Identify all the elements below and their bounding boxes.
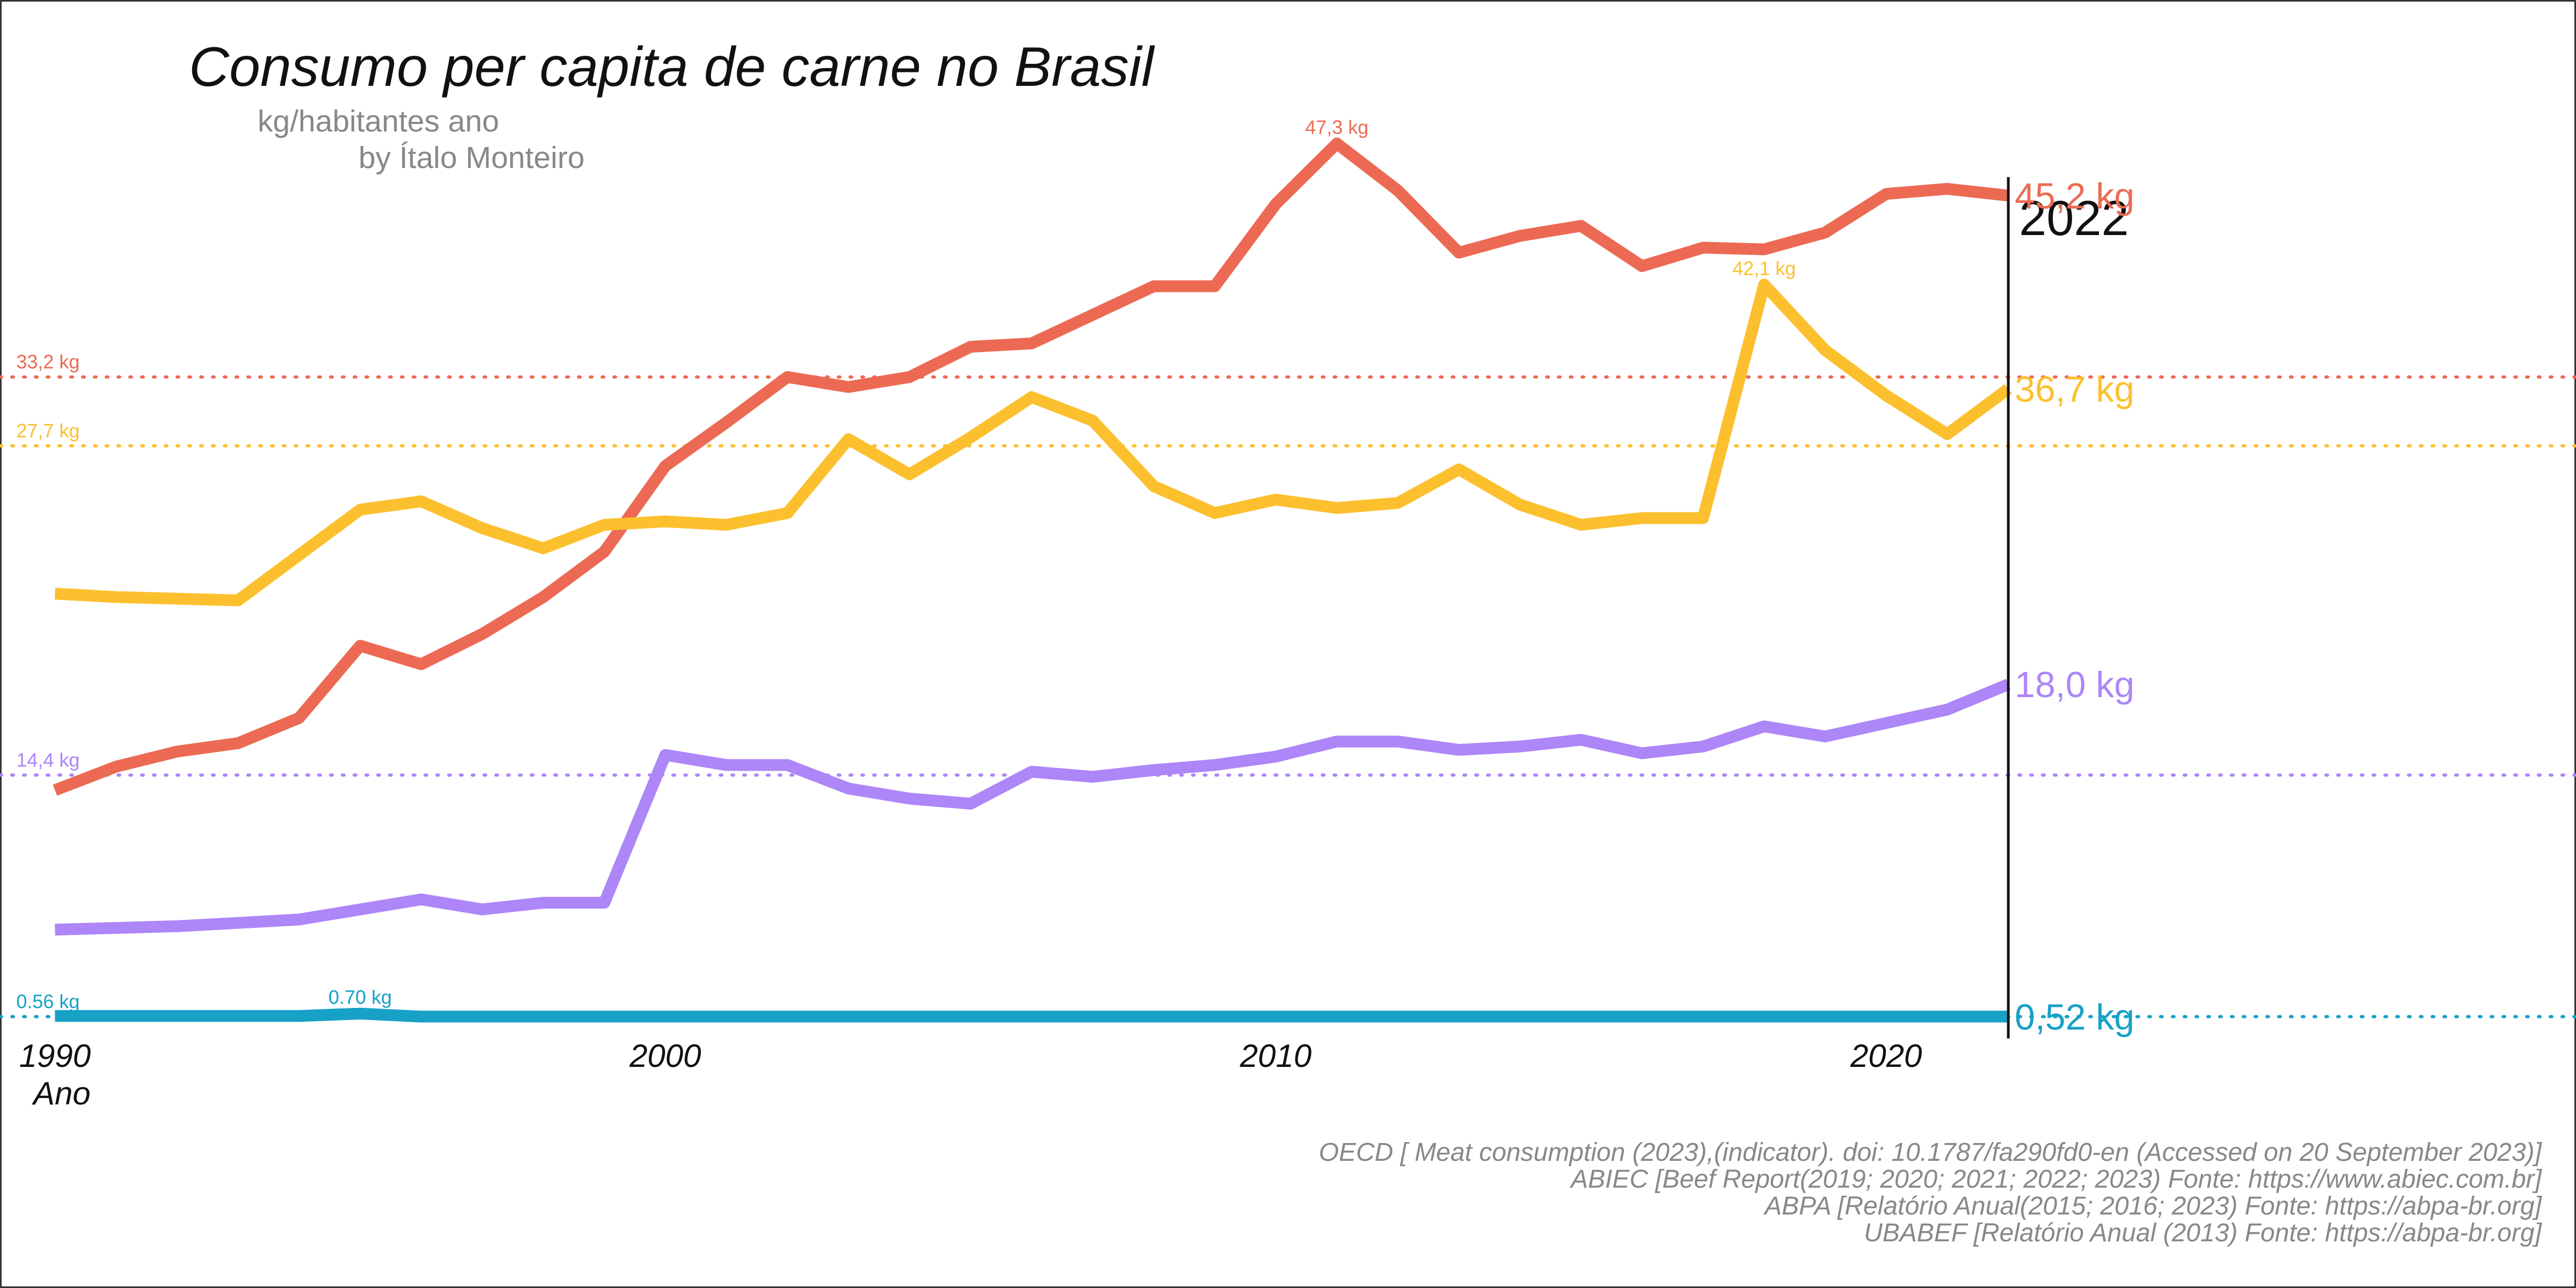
end-year-label: 2022 <box>2019 191 2129 246</box>
annotations: 47,3 kg 42,1 kg 0.70 kg <box>328 116 1796 1008</box>
series-line-0 <box>53 137 2009 796</box>
x-tick-label: 2020 <box>1850 1038 1922 1074</box>
sources: OECD [ Meat consumption (2023),(indicato… <box>1319 1138 2542 1247</box>
x-tick-label: 2000 <box>629 1038 701 1074</box>
reference-line-label: 0.56 kg <box>16 990 79 1012</box>
series-line-2 <box>55 679 2011 936</box>
end-value-label: 18,0 kg <box>2015 664 2134 705</box>
end-value-label: 0,52 kg <box>2015 997 2134 1037</box>
x-tick-label: 1990 <box>19 1038 91 1074</box>
end-value-label: 45,2 kg <box>2015 175 2134 216</box>
source-line: ABPA [Relatório Anual(2015; 2016; 2023) … <box>1763 1192 2543 1220</box>
series-lines <box>53 137 2012 1023</box>
series-line-1 <box>54 279 2012 606</box>
series-line-3 <box>55 1007 2009 1023</box>
reference-line-label: 27,7 kg <box>16 420 79 442</box>
reference-line-label: 33,2 kg <box>16 350 79 372</box>
chart-title: Consumo per capita de carne no Brasil <box>189 36 1155 98</box>
source-line: ABIEC [Beef Report(2019; 2020; 2021; 202… <box>1569 1165 2543 1194</box>
reference-line-label: 14,4 kg <box>16 749 79 771</box>
chart-subtitle: kg/habitantes ano <box>258 104 499 138</box>
x-tick-label: 2010 <box>1240 1038 1312 1074</box>
peak-annotation: 47,3 kg <box>1305 116 1368 138</box>
x-axis-ticks: 1990 2000 2010 2020 <box>19 1038 1922 1074</box>
reference-lines: 33,2 kg 27,7 kg 14,4 kg 0.56 kg <box>0 350 2576 1019</box>
end-value-label: 36,7 kg <box>2015 369 2134 409</box>
chart-byline: by Ítalo Monteiro <box>358 141 584 175</box>
x-axis-label: Ano <box>32 1075 91 1111</box>
end-labels: 45,2 kg 36,7 kg 18,0 kg 0,52 kg <box>2015 175 2134 1037</box>
peak-annotation: 42,1 kg <box>1732 257 1796 279</box>
source-line: OECD [ Meat consumption (2023),(indicato… <box>1319 1138 2542 1167</box>
source-line: UBABEF [Relatório Anual (2013) Fonte: ht… <box>1864 1219 2543 1247</box>
peak-annotation: 0.70 kg <box>328 986 392 1008</box>
